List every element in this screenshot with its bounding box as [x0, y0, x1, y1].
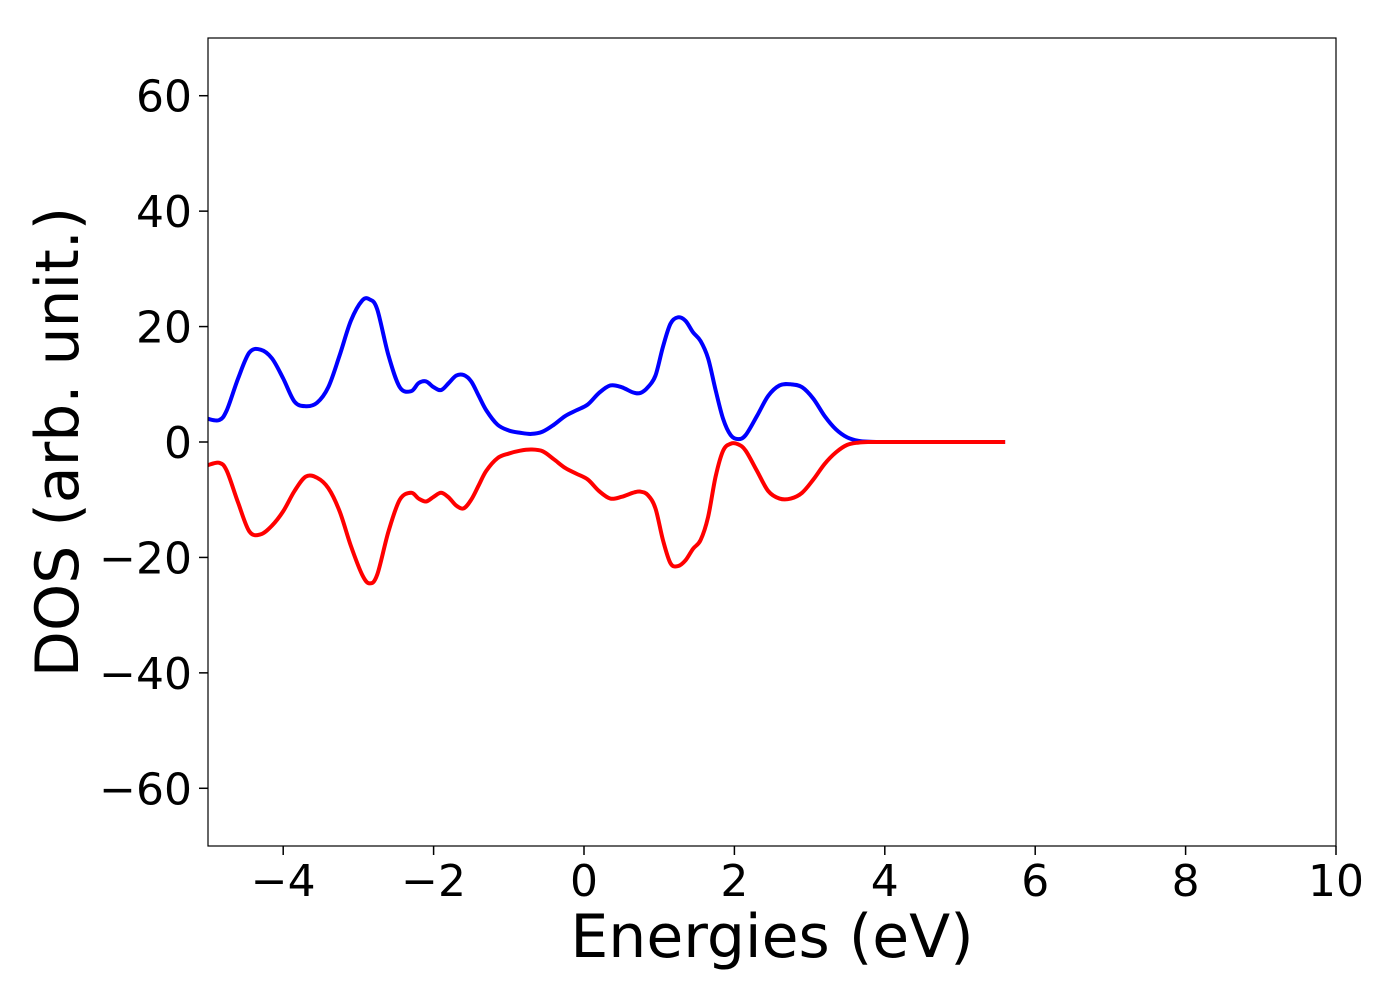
x-axis-label: Energies (eV) [570, 902, 973, 972]
x-tick-label: 10 [1308, 856, 1364, 907]
x-tick-label: 6 [1021, 856, 1049, 907]
y-tick-label: 60 [136, 72, 192, 123]
y-tick-label: −40 [99, 649, 192, 700]
dos-line-spin-down [208, 439, 1006, 586]
y-tick-label: 20 [136, 303, 192, 354]
x-axis-ticks: −4 −2 0 2 4 6 8 10 [251, 846, 1364, 907]
y-tick-label: −20 [99, 533, 192, 584]
dos-line-spin-up [208, 296, 1006, 445]
x-tick-label: 2 [720, 856, 748, 907]
x-tick-label: 8 [1172, 856, 1200, 907]
y-tick-label: 0 [164, 418, 192, 469]
x-tick-label: 0 [570, 856, 598, 907]
x-tick-label: −2 [401, 856, 466, 907]
x-tick-label: −4 [251, 856, 316, 907]
series-layer [208, 296, 1006, 586]
x-tick-label: 4 [871, 856, 899, 907]
y-axis-label: DOS (arb. unit.) [23, 207, 93, 677]
y-axis-ticks: −60 −40 −20 0 20 40 60 [99, 72, 208, 815]
y-tick-label: −60 [99, 764, 192, 815]
y-tick-label: 40 [136, 187, 192, 238]
